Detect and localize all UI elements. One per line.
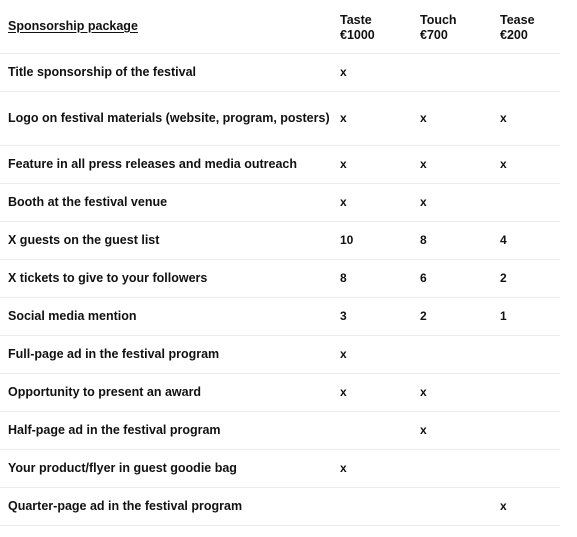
feature-cell: Full-page ad in the festival program [0, 335, 332, 374]
touch-cell: x [412, 145, 492, 184]
tease-cell: x [492, 91, 560, 146]
taste-cell [332, 487, 412, 526]
tease-cell: x [492, 145, 560, 184]
feature-cell: X guests on the guest list [0, 221, 332, 260]
table-row: X guests on the guest list 10 8 4 [0, 221, 560, 260]
touch-cell [412, 53, 492, 92]
tier-price: €700 [420, 28, 448, 42]
table-row: Social media mention 3 2 1 [0, 297, 560, 336]
tease-cell [492, 335, 560, 374]
taste-cell [332, 411, 412, 450]
feature-cell: X tickets to give to your followers [0, 259, 332, 298]
feature-cell: Social media mention [0, 297, 332, 336]
touch-cell: x [412, 91, 492, 146]
feature-cell: Logo on festival materials (website, pro… [0, 91, 332, 146]
table-row: Quarter-page ad in the festival program … [0, 487, 560, 526]
table-row: Logo on festival materials (website, pro… [0, 91, 560, 146]
tier-name: Touch [420, 13, 457, 27]
taste-cell: 8 [332, 259, 412, 298]
feature-column-header: Sponsorship package [0, 0, 332, 54]
feature-cell: Title sponsorship of the festival [0, 53, 332, 92]
feature-cell: Feature in all press releases and media … [0, 145, 332, 184]
tease-cell: 4 [492, 221, 560, 260]
tease-cell [492, 53, 560, 92]
sponsorship-table: Sponsorship package Taste €1000 Touch €7… [0, 0, 560, 526]
touch-cell: x [412, 183, 492, 222]
tease-cell [492, 449, 560, 488]
tier-header-taste: Taste €1000 [332, 0, 412, 54]
touch-cell [412, 449, 492, 488]
touch-cell [412, 487, 492, 526]
touch-cell [412, 335, 492, 374]
taste-cell: x [332, 91, 412, 146]
tier-header-tease: Tease €200 [492, 0, 560, 54]
feature-cell: Half-page ad in the festival program [0, 411, 332, 450]
table-row: Opportunity to present an award x x [0, 373, 560, 412]
touch-cell: 8 [412, 221, 492, 260]
header-row: Sponsorship package Taste €1000 Touch €7… [0, 0, 560, 54]
feature-cell: Opportunity to present an award [0, 373, 332, 412]
touch-cell: x [412, 373, 492, 412]
table-row: Feature in all press releases and media … [0, 145, 560, 184]
table-row: Your product/flyer in guest goodie bag x [0, 449, 560, 488]
tease-cell: 2 [492, 259, 560, 298]
touch-cell: x [412, 411, 492, 450]
tier-price: €200 [500, 28, 528, 42]
feature-cell: Booth at the festival venue [0, 183, 332, 222]
table-row: Booth at the festival venue x x [0, 183, 560, 222]
taste-cell: x [332, 449, 412, 488]
tier-price: €1000 [340, 28, 375, 42]
table-row: Title sponsorship of the festival x [0, 53, 560, 92]
taste-cell: x [332, 53, 412, 92]
tease-cell [492, 183, 560, 222]
touch-cell: 2 [412, 297, 492, 336]
taste-cell: x [332, 373, 412, 412]
taste-cell: 3 [332, 297, 412, 336]
feature-cell: Quarter-page ad in the festival program [0, 487, 332, 526]
table-row: X tickets to give to your followers 8 6 … [0, 259, 560, 298]
tier-name: Taste [340, 13, 372, 27]
table-row: Full-page ad in the festival program x [0, 335, 560, 374]
taste-cell: x [332, 145, 412, 184]
tier-name: Tease [500, 13, 535, 27]
tier-header-touch: Touch €700 [412, 0, 492, 54]
touch-cell: 6 [412, 259, 492, 298]
feature-cell: Your product/flyer in guest goodie bag [0, 449, 332, 488]
tease-cell [492, 373, 560, 412]
taste-cell: x [332, 335, 412, 374]
table-row: Half-page ad in the festival program x [0, 411, 560, 450]
tease-cell: 1 [492, 297, 560, 336]
tease-cell [492, 411, 560, 450]
taste-cell: x [332, 183, 412, 222]
tease-cell: x [492, 487, 560, 526]
taste-cell: 10 [332, 221, 412, 260]
